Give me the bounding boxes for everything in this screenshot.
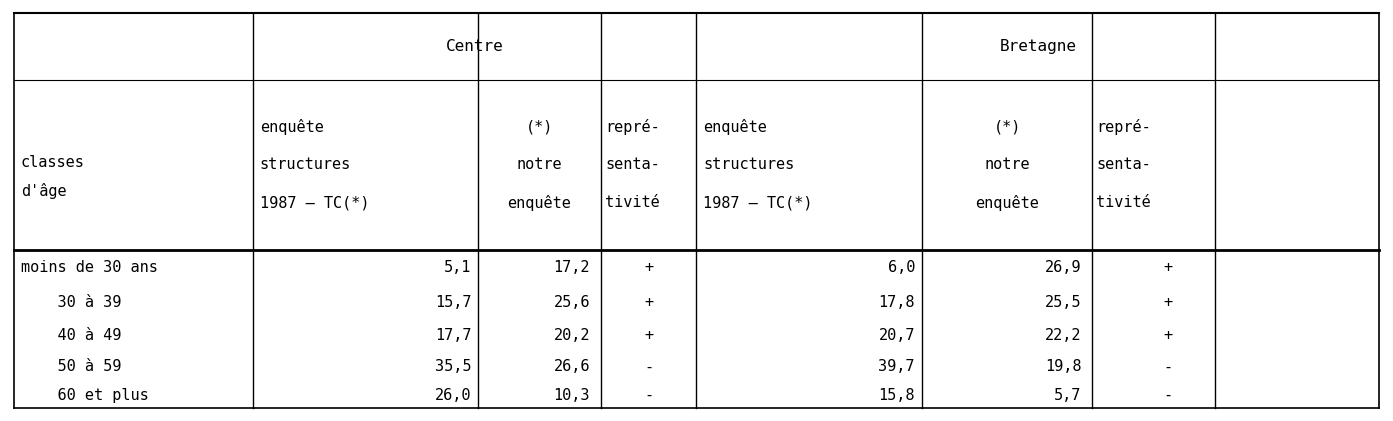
Text: tivité: tivité — [605, 195, 660, 210]
Text: +: + — [1163, 295, 1172, 310]
Text: senta-: senta- — [605, 157, 660, 173]
Text: 17,7: 17,7 — [435, 328, 471, 343]
Text: 5,7: 5,7 — [1055, 388, 1081, 403]
Text: repré-: repré- — [1096, 119, 1151, 135]
Text: -: - — [1163, 388, 1172, 403]
Text: classes: classes — [21, 155, 85, 171]
Text: -: - — [644, 359, 653, 374]
Text: 60 et plus: 60 et plus — [21, 388, 149, 403]
Text: 20,7: 20,7 — [879, 328, 915, 343]
Text: 19,8: 19,8 — [1045, 359, 1081, 374]
Text: (*): (*) — [525, 120, 553, 135]
Text: +: + — [1163, 260, 1172, 275]
Text: (*): (*) — [993, 120, 1021, 135]
Text: 25,5: 25,5 — [1045, 295, 1081, 310]
Text: notre: notre — [985, 157, 1029, 173]
Text: 1987 – TC(*): 1987 – TC(*) — [259, 195, 369, 210]
Text: 10,3: 10,3 — [553, 388, 591, 403]
Text: 6,0: 6,0 — [887, 260, 915, 275]
Text: 1987 – TC(*): 1987 – TC(*) — [703, 195, 814, 210]
Text: -: - — [1163, 359, 1172, 374]
Text: +: + — [1163, 328, 1172, 343]
Text: enquête: enquête — [975, 195, 1039, 211]
Text: enquête: enquête — [703, 119, 768, 135]
Text: notre: notre — [517, 157, 563, 173]
Text: +: + — [644, 328, 653, 343]
Text: 5,1: 5,1 — [444, 260, 471, 275]
Text: 15,7: 15,7 — [435, 295, 471, 310]
Text: -: - — [644, 388, 653, 403]
Text: d'âge: d'âge — [21, 183, 67, 199]
Text: tivité: tivité — [1096, 195, 1151, 210]
Text: moins de 30 ans: moins de 30 ans — [21, 260, 157, 275]
Text: 50 à 59: 50 à 59 — [21, 359, 121, 374]
Text: 17,8: 17,8 — [879, 295, 915, 310]
Text: 22,2: 22,2 — [1045, 328, 1081, 343]
Text: Centre: Centre — [446, 39, 503, 54]
Text: 26,6: 26,6 — [553, 359, 591, 374]
Text: +: + — [644, 260, 653, 275]
Text: 40 à 49: 40 à 49 — [21, 328, 121, 343]
Text: 17,2: 17,2 — [553, 260, 591, 275]
Text: repré-: repré- — [605, 119, 660, 135]
Text: +: + — [644, 295, 653, 310]
Text: 15,8: 15,8 — [879, 388, 915, 403]
Text: 20,2: 20,2 — [553, 328, 591, 343]
Text: 35,5: 35,5 — [435, 359, 471, 374]
Text: enquête: enquête — [507, 195, 571, 211]
Text: 39,7: 39,7 — [879, 359, 915, 374]
Text: structures: structures — [703, 157, 794, 173]
Text: structures: structures — [259, 157, 351, 173]
Text: 30 à 39: 30 à 39 — [21, 295, 121, 310]
Text: 26,9: 26,9 — [1045, 260, 1081, 275]
Text: 25,6: 25,6 — [553, 295, 591, 310]
Text: enquête: enquête — [259, 119, 323, 135]
Text: senta-: senta- — [1096, 157, 1151, 173]
Text: Bretagne: Bretagne — [999, 39, 1077, 54]
Text: 26,0: 26,0 — [435, 388, 471, 403]
